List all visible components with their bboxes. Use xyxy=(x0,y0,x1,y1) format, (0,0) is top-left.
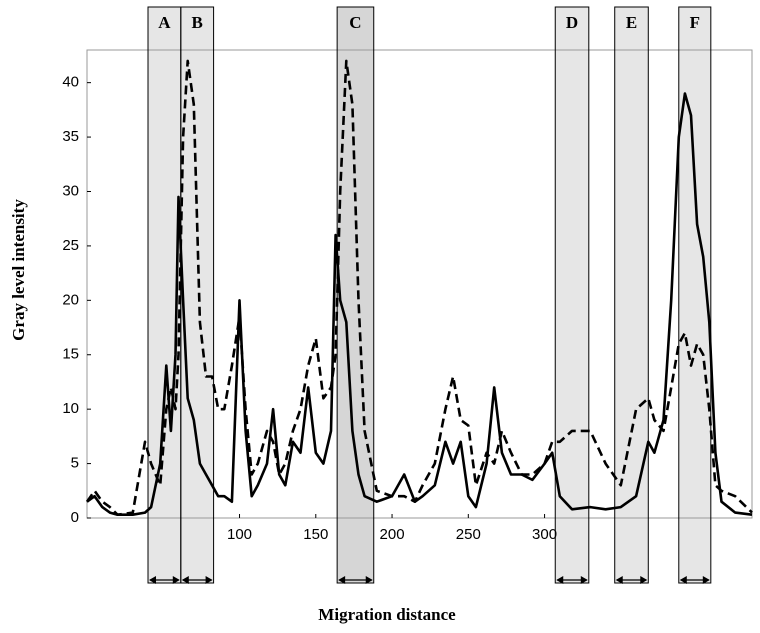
band-arrowhead xyxy=(149,576,180,584)
band-arrowhead xyxy=(181,576,213,584)
series-line xyxy=(86,92,753,516)
band-label: F xyxy=(690,13,700,32)
x-tick-label: 150 xyxy=(303,526,328,543)
x-tick-label: 200 xyxy=(380,526,405,543)
series-line xyxy=(85,59,753,516)
band-arrowhead xyxy=(556,576,588,584)
band-label: D xyxy=(566,13,578,32)
band-outline xyxy=(554,6,590,584)
band-label: C xyxy=(349,13,361,32)
plot-frame xyxy=(86,49,753,519)
band-label: A xyxy=(158,13,171,32)
y-tick-label: 5 xyxy=(71,455,79,472)
y-tick-label: 35 xyxy=(62,128,79,145)
y-tick-label: 30 xyxy=(62,182,79,199)
band-outline xyxy=(336,6,375,584)
band-arrowhead xyxy=(679,576,710,584)
band-outlines: A B C D E F xyxy=(147,6,712,584)
x-tick-label: 100 xyxy=(227,526,252,543)
band-outline xyxy=(678,6,712,584)
y-tick-label: 20 xyxy=(62,291,79,308)
band-label: B xyxy=(192,13,203,32)
y-tick-label: 10 xyxy=(62,400,79,417)
y-tick-label: 40 xyxy=(62,74,79,91)
band-outline xyxy=(180,6,215,584)
band-arrowhead xyxy=(615,576,648,584)
lines xyxy=(85,59,753,516)
band xyxy=(614,7,649,583)
band-outline xyxy=(614,6,649,584)
band xyxy=(555,7,589,583)
y-tick-label: 0 xyxy=(71,509,79,526)
x-tick-label: 250 xyxy=(456,526,481,543)
y-tick-label: 15 xyxy=(62,346,79,363)
x-axis-label: Migration distance xyxy=(318,605,456,624)
y-tick-label: 25 xyxy=(62,237,79,254)
band-arrowhead xyxy=(338,576,373,584)
band-label: E xyxy=(626,13,637,32)
x-tick-label: 300 xyxy=(532,526,557,543)
y-axis-label: Gray level intensity xyxy=(9,199,28,341)
